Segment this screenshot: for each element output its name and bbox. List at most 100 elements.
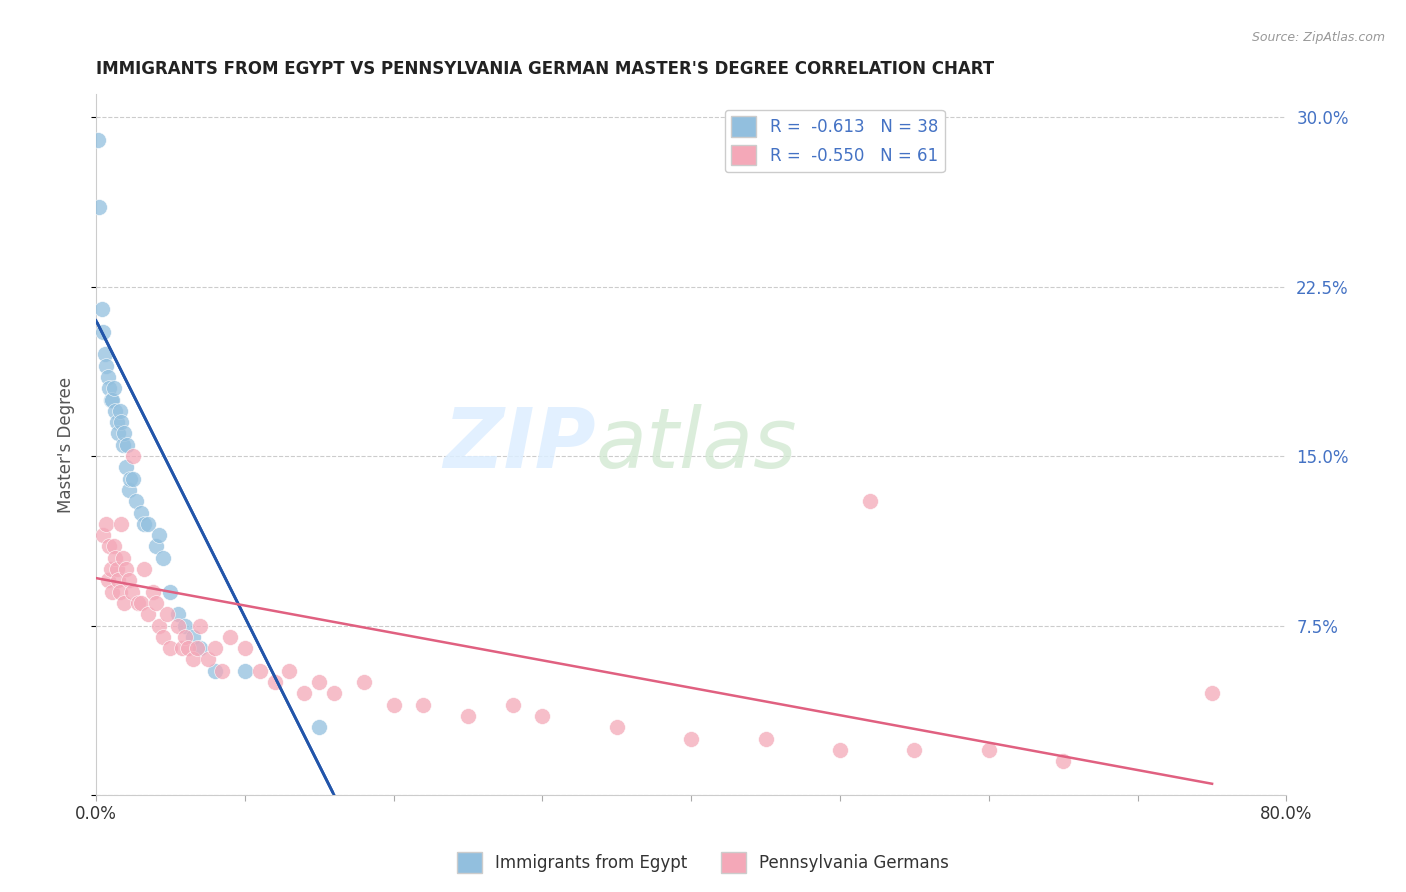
- Point: [108, 584, 131, 599]
- Point: [100, 392, 122, 407]
- Point: [112, 426, 135, 441]
- Point: [129, 506, 152, 520]
- Point: [1201, 686, 1223, 700]
- Point: [103, 381, 125, 395]
- Point: [1052, 754, 1074, 768]
- Point: [112, 596, 135, 610]
- Point: [755, 731, 778, 746]
- Point: [111, 438, 134, 452]
- Point: [103, 540, 125, 554]
- Point: [859, 494, 882, 508]
- Point: [94, 347, 117, 361]
- Point: [457, 709, 479, 723]
- Point: [152, 550, 174, 565]
- Point: [107, 426, 129, 441]
- Point: [98, 381, 121, 395]
- Point: [100, 562, 122, 576]
- Point: [219, 630, 242, 644]
- Point: [118, 574, 141, 588]
- Point: [204, 641, 226, 656]
- Point: [323, 686, 346, 700]
- Point: [502, 698, 524, 712]
- Point: [177, 641, 200, 656]
- Point: [186, 641, 208, 656]
- Point: [96, 359, 118, 373]
- Text: ZIP: ZIP: [443, 404, 596, 485]
- Point: [142, 584, 165, 599]
- Point: [145, 596, 167, 610]
- Point: [233, 664, 256, 678]
- Point: [308, 675, 330, 690]
- Point: [174, 618, 197, 632]
- Point: [174, 630, 197, 644]
- Point: [104, 550, 127, 565]
- Y-axis label: Master's Degree: Master's Degree: [58, 376, 75, 513]
- Point: [681, 731, 703, 746]
- Point: [156, 607, 179, 622]
- Point: [197, 652, 219, 666]
- Point: [188, 641, 211, 656]
- Point: [148, 528, 170, 542]
- Point: [122, 449, 145, 463]
- Point: [105, 415, 128, 429]
- Legend: R =  -0.613   N = 38, R =  -0.550   N = 61: R = -0.613 N = 38, R = -0.550 N = 61: [724, 110, 945, 172]
- Text: Source: ZipAtlas.com: Source: ZipAtlas.com: [1251, 31, 1385, 45]
- Point: [292, 686, 315, 700]
- Point: [97, 370, 120, 384]
- Point: [136, 516, 159, 531]
- Point: [152, 630, 174, 644]
- Point: [308, 720, 330, 734]
- Point: [903, 743, 925, 757]
- Point: [148, 618, 170, 632]
- Point: [91, 302, 114, 317]
- Point: [120, 472, 142, 486]
- Point: [233, 641, 256, 656]
- Point: [105, 562, 128, 576]
- Point: [606, 720, 628, 734]
- Point: [114, 460, 136, 475]
- Point: [172, 641, 194, 656]
- Point: [127, 596, 149, 610]
- Point: [125, 494, 148, 508]
- Point: [136, 607, 159, 622]
- Legend: Immigrants from Egypt, Pennsylvania Germans: Immigrants from Egypt, Pennsylvania Germ…: [450, 846, 956, 880]
- Point: [104, 404, 127, 418]
- Point: [132, 516, 155, 531]
- Point: [98, 540, 121, 554]
- Point: [382, 698, 405, 712]
- Point: [101, 392, 124, 407]
- Point: [166, 618, 188, 632]
- Point: [96, 516, 118, 531]
- Point: [86, 133, 108, 147]
- Point: [93, 528, 115, 542]
- Point: [110, 516, 132, 531]
- Point: [132, 562, 155, 576]
- Point: [111, 550, 134, 565]
- Point: [159, 584, 181, 599]
- Point: [353, 675, 375, 690]
- Point: [181, 630, 204, 644]
- Point: [263, 675, 285, 690]
- Point: [412, 698, 434, 712]
- Point: [249, 664, 271, 678]
- Point: [101, 584, 124, 599]
- Point: [107, 574, 129, 588]
- Point: [93, 325, 115, 339]
- Point: [129, 596, 152, 610]
- Text: atlas: atlas: [596, 404, 797, 485]
- Text: IMMIGRANTS FROM EGYPT VS PENNSYLVANIA GERMAN MASTER'S DEGREE CORRELATION CHART: IMMIGRANTS FROM EGYPT VS PENNSYLVANIA GE…: [96, 60, 994, 78]
- Point: [97, 574, 120, 588]
- Point: [531, 709, 554, 723]
- Point: [188, 618, 211, 632]
- Point: [159, 641, 181, 656]
- Point: [118, 483, 141, 497]
- Point: [114, 562, 136, 576]
- Point: [145, 540, 167, 554]
- Point: [117, 438, 139, 452]
- Point: [211, 664, 233, 678]
- Point: [166, 607, 188, 622]
- Point: [87, 201, 110, 215]
- Point: [108, 404, 131, 418]
- Point: [977, 743, 1000, 757]
- Point: [121, 584, 143, 599]
